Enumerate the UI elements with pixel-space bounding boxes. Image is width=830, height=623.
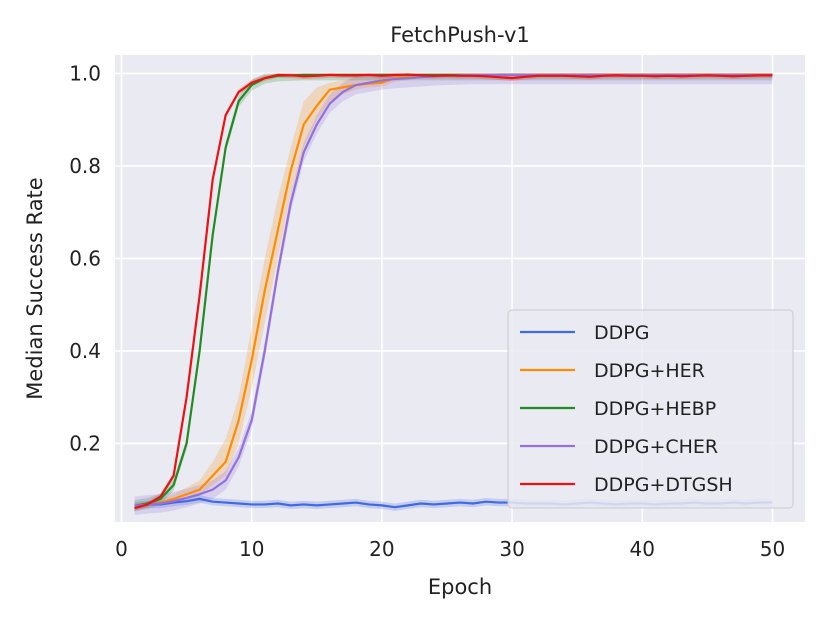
legend: DDPG DDPG+HER DDPG+HEBP DDPG+CHER DDPG+DTGSH (507, 309, 794, 509)
legend-label: DDPG+HEBP (594, 398, 716, 420)
y-tick-label: 0.8 (69, 154, 101, 178)
chart-title: FetchPush-v1 (390, 23, 530, 47)
x-tick-label: 10 (239, 537, 264, 561)
x-tick-labels: 0 10 20 30 40 50 (115, 537, 785, 561)
x-tick-label: 50 (760, 537, 785, 561)
y-tick-label: 0.6 (69, 246, 101, 270)
legend-label: DDPG+DTGSH (594, 474, 733, 496)
y-tick-label: 1.0 (69, 61, 101, 85)
line-ddpg-dtgsh (134, 73, 773, 510)
legend-label: DDPG (594, 322, 649, 344)
y-axis-label: Median Success Rate (23, 177, 47, 399)
legend-box (507, 309, 794, 509)
band-ddpg-her (134, 73, 773, 509)
x-tick-label: 40 (630, 537, 655, 561)
legend-label: DDPG+CHER (594, 436, 718, 458)
x-axis-label: Epoch (428, 575, 492, 599)
x-tick-label: 0 (115, 537, 128, 561)
y-tick-labels: 0.2 0.4 0.6 0.8 1.0 (69, 61, 101, 455)
x-tick-label: 30 (499, 537, 524, 561)
x-tick-label: 20 (369, 537, 394, 561)
y-tick-label: 0.2 (69, 431, 101, 455)
y-tick-label: 0.4 (69, 339, 101, 363)
legend-label: DDPG+HER (594, 360, 705, 382)
band-ddpg-cher (134, 73, 773, 516)
